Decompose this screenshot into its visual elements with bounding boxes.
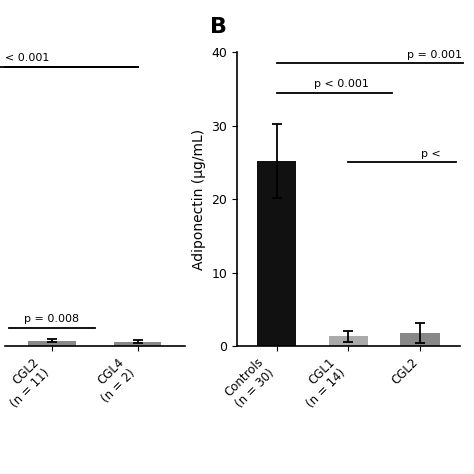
Text: p = 0.001: p = 0.001: [407, 50, 462, 60]
Text: p < 0.001: p < 0.001: [314, 79, 369, 89]
Bar: [28, 340, 75, 346]
Y-axis label: Adiponectin (μg/mL): Adiponectin (μg/mL): [192, 128, 206, 270]
Text: < 0.001: < 0.001: [5, 53, 49, 64]
Bar: [401, 333, 440, 346]
Bar: [257, 161, 296, 346]
Bar: [328, 337, 368, 346]
Text: p = 0.008: p = 0.008: [24, 314, 80, 324]
Bar: [114, 342, 161, 346]
Text: B: B: [210, 17, 227, 37]
Text: p <: p <: [421, 149, 441, 159]
